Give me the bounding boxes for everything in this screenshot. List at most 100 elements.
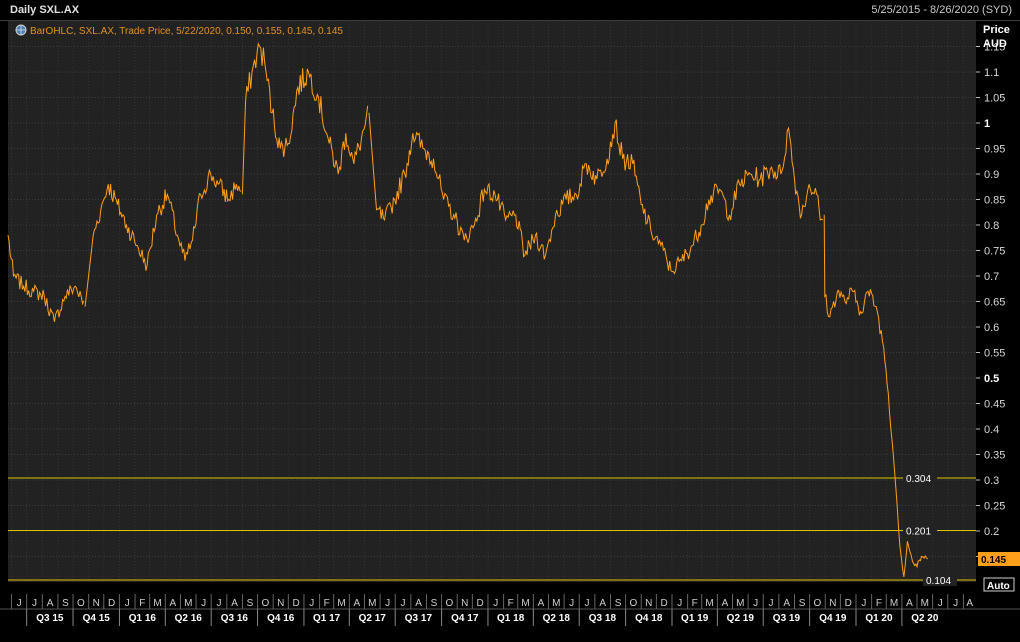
month-label: S	[799, 598, 806, 609]
quarter-label: Q3 17	[405, 613, 433, 624]
month-label: M	[184, 598, 192, 609]
quarter-label: Q4 19	[819, 613, 847, 624]
month-label: D	[477, 598, 484, 609]
month-label: J	[585, 598, 590, 609]
legend: BarOHLC, SXL.AX, Trade Price, 5/22/2020,…	[15, 24, 343, 37]
y-tick-label: 0.95	[984, 144, 1005, 156]
horizontal-line-label: 0.201	[906, 526, 931, 537]
window-title: Daily SXL.AX	[10, 4, 80, 16]
y-tick-label: 0.75	[984, 246, 1005, 258]
price-axis-title: Price	[983, 24, 1010, 36]
month-label: S	[247, 598, 254, 609]
month-label: S	[431, 598, 438, 609]
month-label: N	[93, 598, 100, 609]
y-tick-label: 1.15	[984, 42, 1005, 54]
month-label: A	[538, 598, 545, 609]
y-tick-label: 0.7	[984, 271, 999, 283]
month-label: J	[493, 598, 498, 609]
quarter-label: Q4 15	[83, 613, 111, 624]
month-label: O	[630, 598, 638, 609]
month-label: A	[47, 598, 54, 609]
y-tick-label: 0.4	[984, 424, 999, 436]
month-label: S	[615, 598, 622, 609]
month-label: D	[661, 598, 668, 609]
quarter-label: Q1 16	[129, 613, 157, 624]
horizontal-lines[interactable]: 0.304 0.201 0.104	[8, 471, 976, 587]
month-label: M	[153, 598, 161, 609]
month-label: M	[921, 598, 929, 609]
month-label: A	[170, 598, 177, 609]
horizontal-line-label-bg	[923, 573, 957, 586]
y-tick-label: 0.45	[984, 399, 1005, 411]
quarter-label: Q1 17	[313, 613, 341, 624]
quarter-label: Q2 19	[727, 613, 755, 624]
plot-background	[8, 21, 976, 582]
last-price-label: 0.145	[981, 555, 1006, 566]
month-label: O	[261, 598, 269, 609]
month-label: A	[783, 598, 790, 609]
y-tick-label: 1.1	[984, 67, 999, 79]
quarter-label: Q4 18	[635, 613, 663, 624]
auto-button[interactable]: Auto	[983, 577, 1015, 592]
month-label: A	[415, 598, 422, 609]
month-label: F	[876, 598, 882, 609]
vertical-grid	[11, 21, 964, 582]
month-label: A	[231, 598, 238, 609]
y-tick-label: 1	[984, 118, 990, 130]
quarter-label: Q1 20	[865, 613, 893, 624]
quarter-label: Q2 18	[543, 613, 571, 624]
month-label: D	[293, 598, 300, 609]
month-label: M	[736, 598, 744, 609]
month-label: A	[722, 598, 729, 609]
month-label: O	[446, 598, 454, 609]
month-label: J	[216, 598, 221, 609]
month-label: J	[953, 598, 958, 609]
legend-text: BarOHLC, SXL.AX, Trade Price, 5/22/2020,…	[30, 26, 343, 37]
globe-icon-meridian	[16, 25, 26, 35]
month-label: J	[201, 598, 206, 609]
month-label: J	[401, 598, 406, 609]
month-label: N	[829, 598, 836, 609]
title-bar: Daily SXL.AX 5/25/2015 - 8/26/2020 (SYD)	[0, 0, 1020, 21]
month-label: A	[906, 598, 913, 609]
month-label: M	[552, 598, 560, 609]
horizontal-line-label-bg	[903, 524, 937, 537]
y-tick-label: 0.85	[984, 195, 1005, 207]
month-label: F	[324, 598, 330, 609]
quarter-label: Q2 17	[359, 613, 387, 624]
month-label: J	[753, 598, 758, 609]
month-label: M	[890, 598, 898, 609]
price-series-line[interactable]	[7, 42, 928, 577]
month-label: F	[692, 598, 698, 609]
month-label: F	[508, 598, 514, 609]
month-label: N	[461, 598, 468, 609]
month-label: A	[599, 598, 606, 609]
quarter-label: Q1 19	[681, 613, 709, 624]
y-tick-label: 0.35	[984, 450, 1005, 462]
horizontal-line-label: 0.304	[906, 474, 931, 485]
month-label: J	[125, 598, 130, 609]
month-label: S	[62, 598, 69, 609]
month-label: M	[705, 598, 713, 609]
quarter-label: Q4 16	[267, 613, 295, 624]
y-tick-label: 0.3	[984, 475, 999, 487]
y-tick-label: 0.2	[984, 526, 999, 538]
y-tick-label: 1.05	[984, 93, 1005, 105]
month-label: M	[368, 598, 376, 609]
auto-button-label[interactable]: Auto	[987, 581, 1010, 592]
auto-button-frame[interactable]	[983, 577, 1015, 592]
month-label: A	[354, 598, 361, 609]
y-tick-label: 0.6	[984, 322, 999, 334]
month-label: D	[845, 598, 852, 609]
last-price-badge: 0.145	[978, 552, 1020, 566]
y-tick-label: 0.8	[984, 220, 999, 232]
month-label: O	[814, 598, 822, 609]
currency-axis-title: AUD	[983, 38, 1007, 50]
horizontal-line-label: 0.104	[926, 576, 951, 587]
y-tick-label: 0.5	[984, 373, 999, 385]
month-label: M	[337, 598, 345, 609]
last-price-background	[978, 552, 1020, 566]
y-tick-label: 0.25	[984, 501, 1005, 513]
